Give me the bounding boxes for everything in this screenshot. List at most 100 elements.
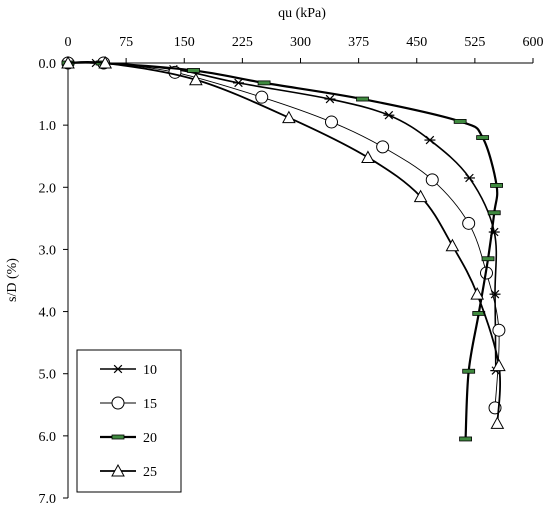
x-tick-label: 450 [406,35,427,50]
legend-label: 25 [143,465,157,480]
series-layer [61,55,506,442]
y-tick-label: 2.0 [39,181,57,196]
y-tick-label: 5.0 [39,368,57,383]
series-line [67,61,498,371]
asterisk-stroke [425,135,435,145]
x-tick-label: 300 [290,35,311,50]
data-point [282,110,296,124]
data-point [189,72,203,86]
y-tick-label: 1.0 [39,119,57,134]
data-point [462,216,476,230]
legend-label: 20 [143,431,157,446]
data-point [453,119,467,124]
data-point [425,173,439,187]
data-point [111,463,125,477]
x-tick-label: 150 [174,35,195,50]
y-tick-label: 3.0 [39,243,57,258]
data-point [356,96,369,102]
x-tick-label: 225 [232,35,253,50]
data-point [481,256,495,262]
data-point [111,434,125,440]
triangle-marker [361,150,375,163]
legend-item-15: 15 [100,396,157,412]
legend-item-10: 10 [100,363,157,378]
triangle-marker [413,189,428,203]
data-point [492,323,506,337]
dash-marker [481,256,495,262]
data-point [61,55,75,69]
x-tick-label: 525 [464,35,485,50]
y-tick-label: 0.0 [39,57,57,72]
legend-item-25: 25 [100,463,157,480]
asterisk-stroke [113,364,123,374]
data-point [325,115,338,129]
circle-marker [376,140,390,154]
data-point [476,135,490,140]
series-20 [61,60,503,442]
data-point [470,287,485,300]
data-point [462,368,476,374]
circle-marker [325,115,338,129]
data-point [255,90,269,104]
data-point [490,416,505,429]
y-tick-label: 7.0 [39,492,57,507]
data-point [492,358,506,372]
dash-marker [459,436,472,442]
data-point [361,150,375,163]
triangle-marker [470,287,485,300]
data-point [111,396,125,410]
dash-marker [356,96,369,102]
data-point [257,80,271,86]
data-point [383,110,395,120]
data-point [459,436,472,442]
y-axis-title: s/D (%) [5,258,20,302]
triangle-marker [189,72,203,86]
asterisk-stroke [490,289,500,299]
triangle-marker [111,463,125,477]
data-point [487,210,501,216]
data-point [98,55,113,69]
asterisk-stroke [234,78,243,88]
dash-marker [490,183,503,188]
x-tick-label: 600 [523,35,544,50]
triangle-marker [492,358,506,372]
circle-marker [462,216,476,230]
asterisk-stroke [384,110,394,120]
circle-marker [255,90,269,104]
x-tick-label: 0 [65,35,72,50]
triangle-marker [445,238,460,252]
circle-marker [492,323,506,337]
y-tick-label: 6.0 [39,430,57,445]
series-25 [61,55,506,429]
data-point [376,140,390,154]
x-tick-label: 375 [348,35,369,50]
triangle-marker [282,110,296,124]
dash-marker [453,119,467,124]
dash-marker [187,68,200,73]
asterisk-stroke [465,173,474,183]
dash-marker [462,368,476,374]
data-point [424,135,436,145]
circle-marker [111,396,125,410]
series-line [67,60,502,424]
data-point [413,189,428,203]
dash-marker [257,80,271,86]
axes: 0 75 150 225 300 375 450 525 600 0.0 1.0 2.0 3.0 4.0 5… [39,35,544,507]
dash-marker [111,434,125,440]
legend: 10 15 20 25 [76,349,182,493]
data-point [187,68,200,73]
legend-item-20: 20 [100,431,157,446]
legend-label: 15 [143,397,157,412]
legend-label: 10 [143,363,157,378]
legend-box [76,349,182,493]
asterisk-stroke [325,94,335,104]
x-tick-label: 75 [119,35,133,50]
dash-marker [476,135,490,140]
data-point [445,238,460,252]
data-point [112,364,124,374]
dash-marker [487,210,501,216]
circle-marker [425,173,439,187]
x-axis-title: qu (kPa) [278,6,326,21]
